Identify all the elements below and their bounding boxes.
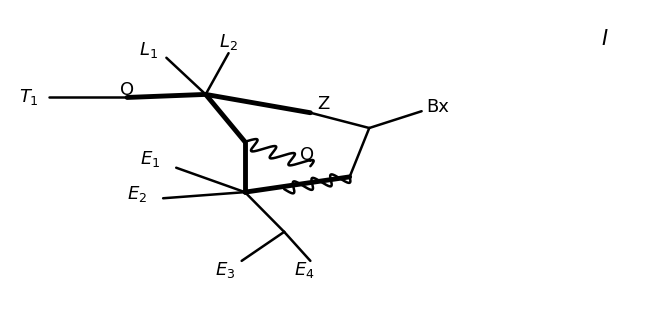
Text: Bx: Bx [426, 98, 449, 116]
Text: $E_2$: $E_2$ [127, 184, 147, 204]
Text: Q: Q [300, 146, 314, 165]
Text: I: I [602, 30, 608, 49]
Text: $E_4$: $E_4$ [294, 260, 314, 280]
Text: $L_2$: $L_2$ [219, 32, 238, 53]
Text: $E_3$: $E_3$ [215, 260, 236, 280]
Text: $L_1$: $L_1$ [139, 40, 158, 60]
Text: $E_1$: $E_1$ [140, 149, 160, 169]
Text: Z: Z [317, 95, 329, 113]
Text: $T_1$: $T_1$ [19, 87, 39, 108]
Text: O: O [120, 81, 134, 99]
